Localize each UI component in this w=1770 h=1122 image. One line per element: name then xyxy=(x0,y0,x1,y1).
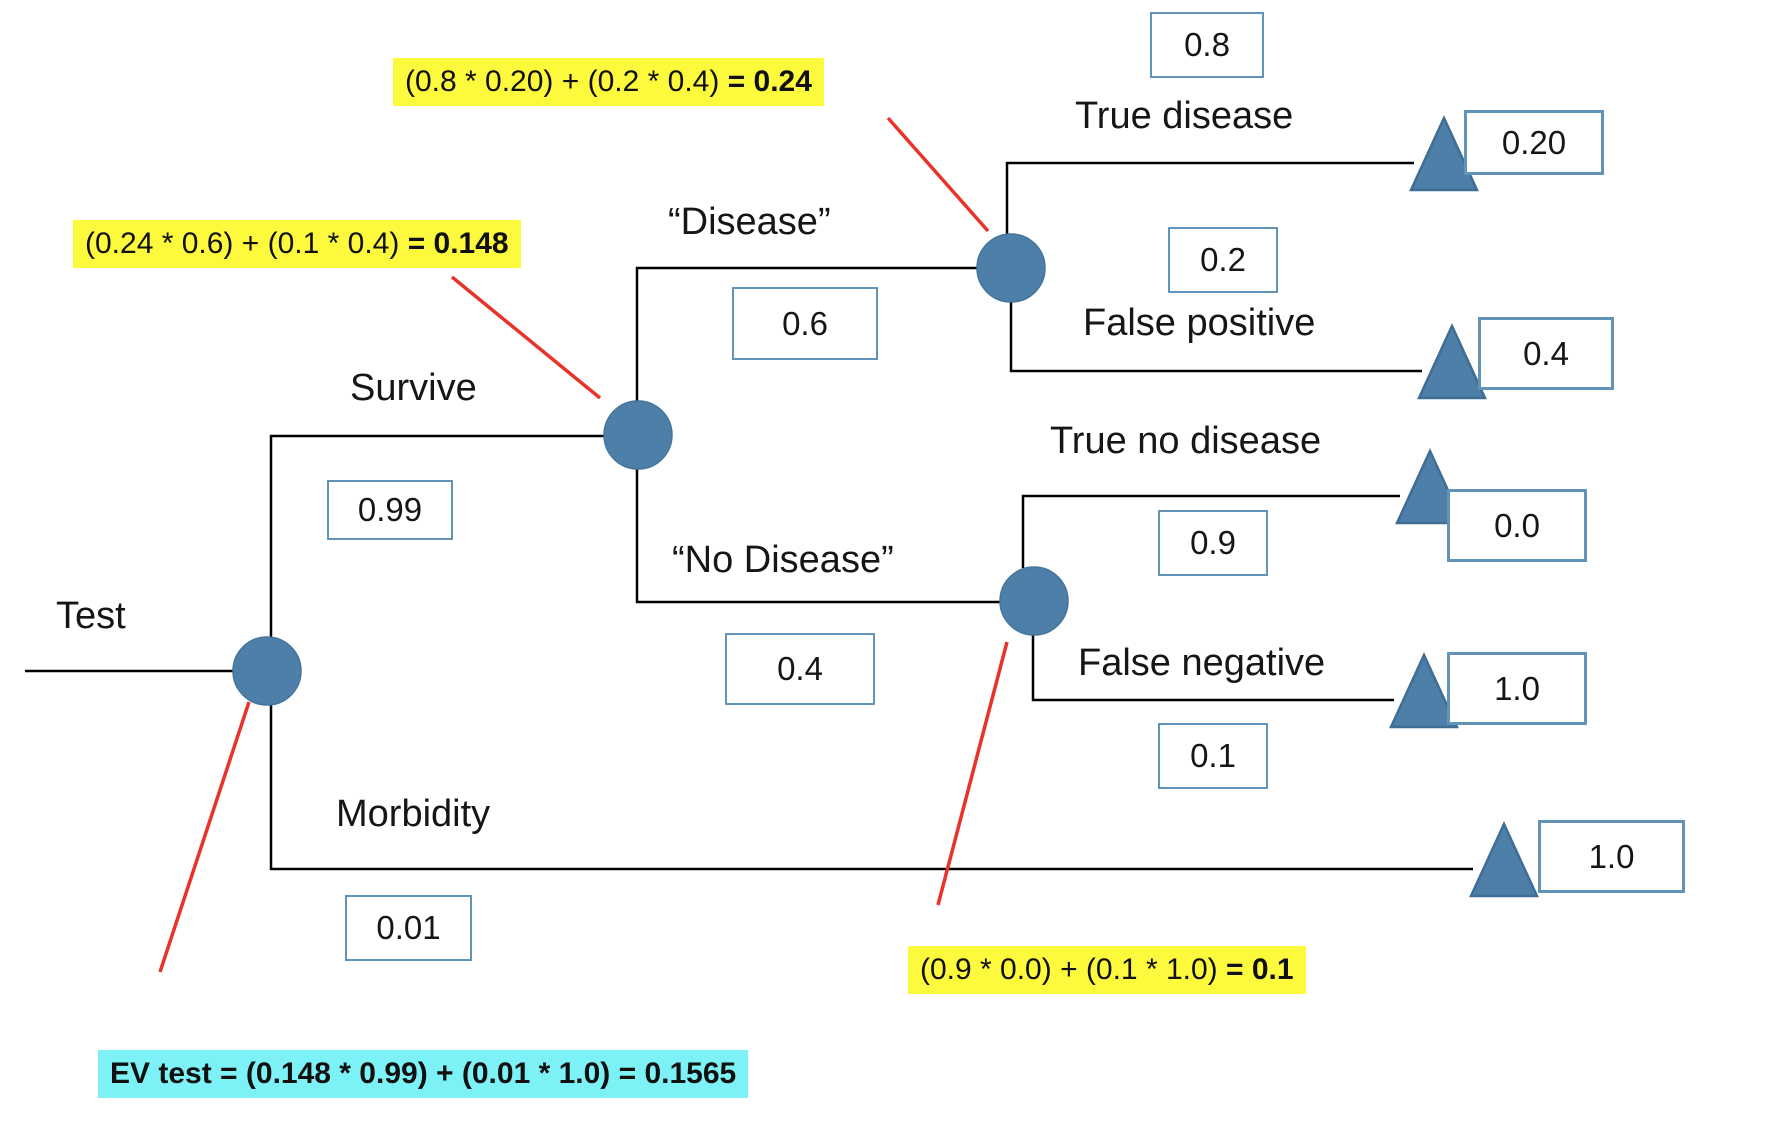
annotation-survive-calc-result: = 0.148 xyxy=(407,227,509,260)
annotation-survive-calc: (0.24 * 0.6) + (0.1 * 0.4) = 0.148 xyxy=(73,220,521,268)
pointer-line-disease-calc xyxy=(886,116,990,233)
annotation-disease-calc-expression: (0.8 * 0.20) + (0.2 * 0.4) xyxy=(405,65,728,98)
pointer-line-ev-test xyxy=(158,701,251,973)
true-disease-edge xyxy=(1005,161,1414,236)
probability-box-true-no-disease: 0.9 xyxy=(1158,510,1268,576)
probability-box-false-negative: 0.1 xyxy=(1158,723,1268,789)
false-negative-edge xyxy=(1031,635,1394,702)
label-no-disease: “No Disease” xyxy=(672,539,894,581)
annotation-no-disease-calc-expression: (0.9 * 0.0) + (0.1 * 1.0) xyxy=(920,953,1226,986)
value-box-true-no-disease: 0.0 xyxy=(1447,489,1587,562)
false-positive-edge xyxy=(1009,301,1422,373)
pointer-line-survive-calc xyxy=(450,275,602,400)
probability-box-no-disease: 0.4 xyxy=(725,633,875,705)
no-disease-edge xyxy=(635,468,1001,604)
terminal-node-morbidity xyxy=(1469,820,1539,898)
probability-box-false-positive: 0.2 xyxy=(1168,227,1278,293)
chance-node-test xyxy=(232,636,302,706)
annotation-disease-calc-result: = 0.24 xyxy=(727,65,812,98)
label-morbidity: Morbidity xyxy=(336,793,491,835)
survive-edge xyxy=(269,434,604,640)
true-no-disease-edge xyxy=(1021,494,1400,568)
annotation-disease-calc: (0.8 * 0.20) + (0.2 * 0.4) = 0.24 xyxy=(393,58,824,106)
disease-edge xyxy=(635,266,978,402)
label-disease: “Disease” xyxy=(668,201,831,243)
probability-box-true-disease: 0.8 xyxy=(1150,12,1264,78)
label-false-negative: False negative xyxy=(1078,642,1326,684)
probability-box-survive: 0.99 xyxy=(327,480,453,540)
value-box-morbidity: 1.0 xyxy=(1538,820,1685,893)
value-box-true-disease: 0.20 xyxy=(1464,110,1604,175)
value-box-false-positive: 0.4 xyxy=(1478,317,1614,390)
label-survive: Survive xyxy=(350,367,477,409)
morbidity-edge xyxy=(269,703,1473,871)
terminal-node-false-negative xyxy=(1389,651,1459,729)
terminal-node-true-no-disease xyxy=(1395,447,1465,525)
annotation-no-disease-calc: (0.9 * 0.0) + (0.1 * 1.0) = 0.1 xyxy=(908,946,1306,994)
label-true-no-disease: True no disease xyxy=(1050,420,1322,462)
chance-node-survive xyxy=(603,400,673,470)
terminal-node-true-disease xyxy=(1409,114,1479,192)
chance-node-disease xyxy=(976,233,1046,303)
probability-box-morbidity: 0.01 xyxy=(345,895,472,961)
pointer-line-no-disease-calc xyxy=(936,641,1009,906)
probability-box-disease: 0.6 xyxy=(732,287,878,360)
value-box-false-negative: 1.0 xyxy=(1447,652,1587,725)
label-true-disease: True disease xyxy=(1075,95,1294,137)
chance-node-no-disease xyxy=(999,566,1069,636)
annotation-survive-calc-expression: (0.24 * 0.6) + (0.1 * 0.4) xyxy=(85,227,408,260)
terminal-node-false-positive xyxy=(1417,322,1487,400)
annotation-ev-test: EV test = (0.148 * 0.99) + (0.01 * 1.0) … xyxy=(98,1050,749,1098)
label-false-positive: False positive xyxy=(1083,302,1316,344)
annotation-ev-test-text: EV test = (0.148 * 0.99) + (0.01 * 1.0) … xyxy=(110,1057,737,1090)
label-test: Test xyxy=(56,595,126,637)
annotation-no-disease-calc-result: = 0.1 xyxy=(1226,953,1294,986)
